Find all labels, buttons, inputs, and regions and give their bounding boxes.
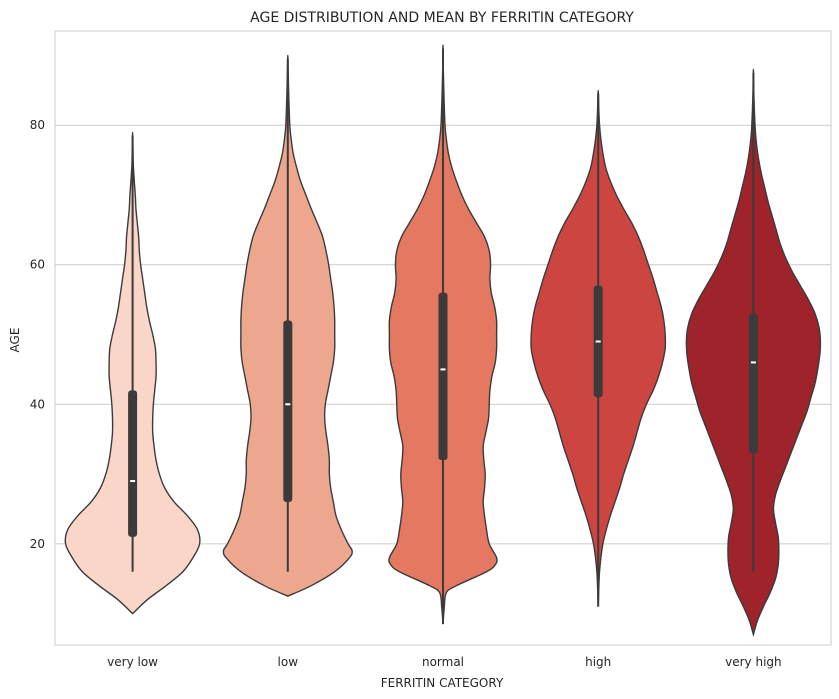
y-axis-label: AGE (8, 328, 22, 353)
y-tick-label: 20 (30, 537, 45, 551)
violin-iqr-box (748, 313, 758, 454)
violin-low (222, 54, 353, 597)
violin-median (130, 480, 136, 483)
violin-normal (388, 44, 498, 625)
violin-median (440, 368, 446, 371)
plot-frame (54, 30, 832, 646)
violin-iqr-box (128, 390, 138, 537)
violin-iqr-box (438, 292, 448, 461)
x-tick-label: low (278, 655, 299, 669)
violin-very-high (685, 68, 822, 638)
violin-median (595, 340, 601, 343)
violin-very-low (64, 131, 201, 615)
violins (64, 44, 822, 638)
y-tick-label: 60 (30, 258, 45, 272)
violin-iqr-box (283, 320, 293, 502)
x-axis-label: FERRITIN CATEGORY (381, 676, 504, 690)
x-tick-labels: very low low normal high very high (107, 655, 781, 669)
y-tick-label: 40 (30, 397, 45, 411)
violin-median (285, 403, 291, 406)
x-tick-label: very high (725, 655, 782, 669)
chart-title: AGE DISTRIBUTION AND MEAN BY FERRITIN CA… (250, 10, 634, 26)
x-tick-label: normal (422, 655, 464, 669)
y-tick-label: 80 (30, 118, 45, 132)
x-tick-label: very low (107, 655, 158, 669)
y-tick-labels: 20 40 60 80 (30, 118, 45, 551)
violin-median (750, 361, 756, 364)
violin-high (530, 89, 667, 607)
x-tick-label: high (585, 655, 611, 669)
